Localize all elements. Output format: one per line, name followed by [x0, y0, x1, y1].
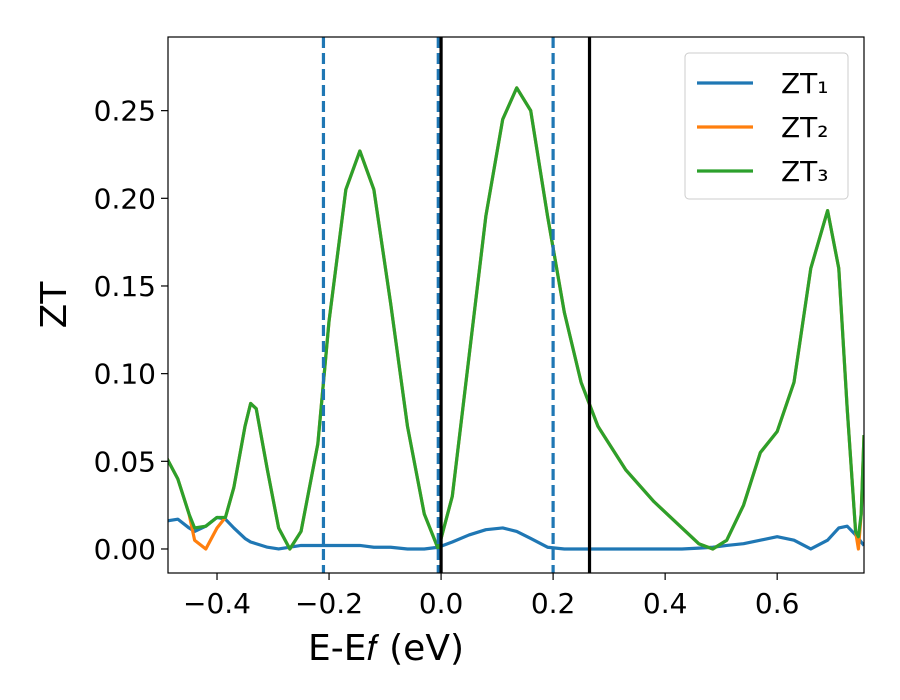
y-tick-label: 0.05	[94, 445, 156, 478]
plot-frame	[167, 36, 865, 574]
legend-label: ZT₃	[781, 155, 829, 188]
x-tick-label: 0.4	[643, 587, 688, 620]
y-axis-label: ZT	[34, 281, 75, 329]
legend-box	[684, 52, 849, 200]
line-series	[168, 86, 864, 551]
x-tick-label: −0.2	[295, 587, 363, 620]
y-tick-label: 0.20	[94, 182, 156, 215]
x-tick-label: 0.6	[755, 587, 800, 620]
x-tick-label: 0.2	[531, 587, 576, 620]
x-axis-label: E-E𝑓 (eV)	[308, 628, 464, 669]
legend-label: ZT₁	[781, 67, 829, 100]
plot-area	[168, 37, 864, 573]
y-tick-label: 0.15	[94, 270, 156, 303]
y-tick-label: 0.10	[94, 358, 156, 391]
y-tick-label: 0.00	[94, 533, 156, 566]
legend-label: ZT₂	[781, 111, 829, 144]
line-series	[168, 515, 864, 551]
x-tick-label: 0.0	[419, 587, 464, 620]
x-tick-label: −0.4	[183, 587, 251, 620]
y-tick-label: 0.25	[94, 95, 156, 128]
